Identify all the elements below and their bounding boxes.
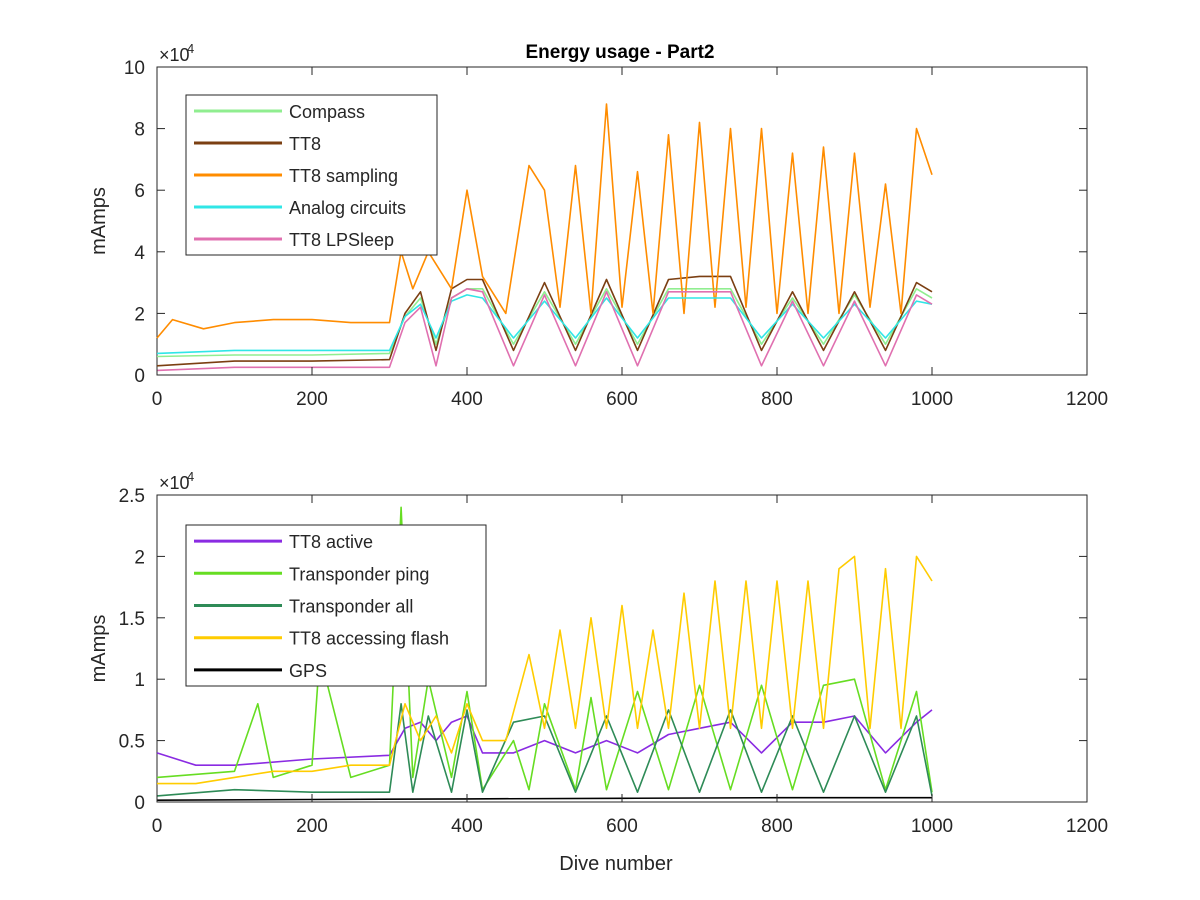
x-tick-label: 1200 [1066,816,1108,837]
y-exponent-label: ×10 [159,473,190,493]
y-tick-label: 0 [134,366,145,387]
legend-label: TT8 accessing flash [289,629,449,649]
legend-label: Transponder all [289,597,413,617]
x-tick-label: 800 [761,389,793,410]
series-line-tt8 [156,275,933,367]
bottom-chart-panel: 0 200 400 600 800 1000 1200 0 0.5 1 1.5 2 2.5 ×104 mAm… [88,469,1108,875]
y-tick-label: 2 [134,304,145,325]
y-tick-label: 10 [124,58,145,79]
x-tick-label: 0 [152,816,163,837]
y-tick-label: 8 [134,120,145,141]
y-tick-label: 6 [134,181,145,202]
y-exponent-power: 4 [187,41,194,56]
legend-label: TT8 LPSleep [289,230,394,250]
series-line-transponder-all [156,702,933,797]
x-tick-label: 1000 [911,389,953,410]
series-line-analog-circuits [156,294,933,355]
series-line-gps [156,796,932,802]
y-tick-label: 0.5 [119,732,145,753]
x-tick-label: 0 [152,389,163,410]
x-tick-label: 800 [761,816,793,837]
legend-label: GPS [289,661,327,681]
top-chart-panel: 0 200 400 600 800 1000 12000246810×104mAmpsCom… [88,41,1108,410]
y-tick-label: 2.5 [119,486,145,507]
legend-label: TT8 active [289,532,373,552]
y-tick-label: 4 [134,243,145,264]
legend-label: Compass [289,102,365,122]
series-line-tt8-sampling [156,103,933,339]
legend-label: TT8 [289,134,321,154]
y-tick-label: 1.5 [119,609,145,630]
x-tick-label: 200 [296,816,328,837]
legend-label: Analog circuits [289,198,406,218]
series-line-tt8-lpsleep [156,287,933,372]
y-axis-label: mAmps [88,187,110,255]
x-tick-label: 1200 [1066,389,1108,410]
legend-label: Transponder ping [289,564,429,584]
y-tick-label: 1 [134,670,145,691]
x-tick-label: 600 [606,816,638,837]
x-tick-label: 200 [296,389,328,410]
y-exponent-label: ×10 [159,45,190,65]
x-tick-label: 600 [606,389,638,410]
y-tick-label: 0 [134,793,145,814]
x-axis-label: Dive number [559,853,673,875]
x-tick-label: 1000 [911,816,953,837]
figure-title: Energy usage - Part2 [525,42,714,63]
y-axis-label: mAmps [88,615,110,683]
y-tick-label: 2 [134,547,145,568]
y-exponent-power: 4 [187,469,194,484]
legend: Compass TT8 TT8 sampling Analog circuits TT8… [185,94,438,256]
legend: TT8 active Transponder ping Transponder al… [185,524,487,687]
x-tick-label: 400 [451,389,483,410]
series-line-tt8-accessing-flash [157,555,933,785]
legend-label: TT8 sampling [289,166,398,186]
x-tick-label: 400 [451,816,483,837]
